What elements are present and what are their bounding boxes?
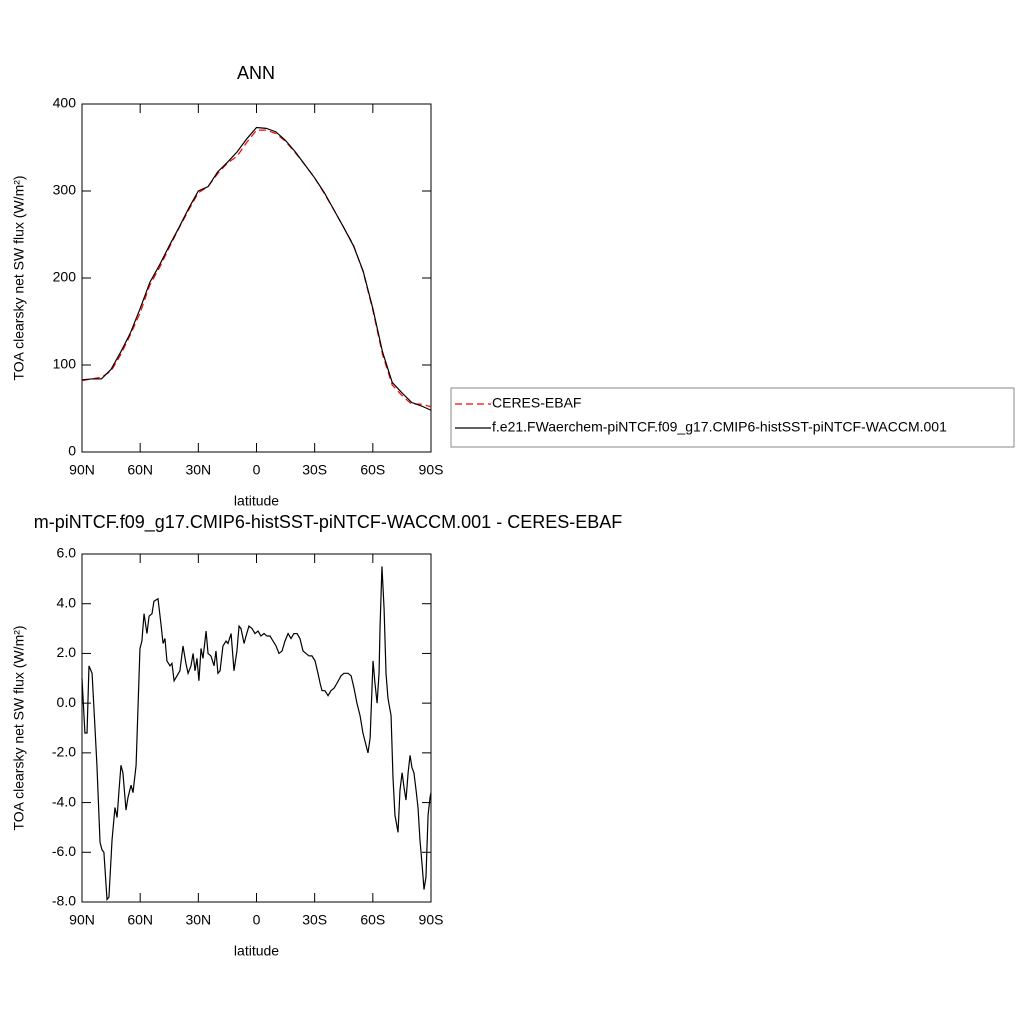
x-tick-label: 90N	[69, 462, 95, 478]
x-tick-label: 90S	[419, 462, 444, 478]
x-tick-label: 60S	[360, 912, 385, 928]
y-tick-label: -4.0	[52, 793, 76, 809]
y-tick-label: 0	[68, 443, 76, 459]
y-tick-label: -8.0	[52, 893, 76, 909]
x-tick-label: 90N	[69, 912, 95, 928]
y-tick-label: 300	[53, 182, 77, 198]
y-tick-label: -2.0	[52, 744, 76, 760]
x-axis-label: latitude	[234, 493, 279, 509]
x-tick-label: 60S	[360, 462, 385, 478]
x-tick-label: 60N	[127, 912, 153, 928]
plot-frame	[81, 553, 432, 903]
y-tick-label: 100	[53, 356, 77, 372]
series-line	[81, 566, 432, 902]
chart-title: ANN	[237, 63, 275, 83]
y-tick-label: -6.0	[52, 843, 76, 859]
series-line	[81, 126, 432, 411]
x-tick-label: 90S	[419, 912, 444, 928]
y-tick-label: 200	[53, 269, 77, 285]
y-tick-label: 400	[53, 95, 77, 111]
y-axis-label: TOA clearsky net SW flux (W/m²)	[11, 625, 27, 830]
y-tick-label: 4.0	[57, 594, 77, 610]
x-tick-label: 0	[253, 462, 261, 478]
x-tick-label: 0	[253, 912, 261, 928]
y-tick-label: 2.0	[57, 644, 77, 660]
y-axis-label: TOA clearsky net SW flux (W/m²)	[11, 175, 27, 380]
y-tick-label: 6.0	[57, 545, 77, 561]
x-tick-label: 60N	[127, 462, 153, 478]
legend-label: CERES-EBAF	[492, 395, 581, 411]
legend-label: f.e21.FWaerchem-piNTCF.f09_g17.CMIP6-his…	[492, 419, 947, 435]
x-tick-label: 30S	[302, 912, 327, 928]
x-tick-label: 30N	[185, 462, 211, 478]
legend-box	[450, 387, 1015, 448]
x-axis-label: latitude	[234, 943, 279, 959]
x-tick-label: 30S	[302, 462, 327, 478]
series-line	[81, 129, 432, 408]
x-tick-label: 30N	[185, 912, 211, 928]
chart-title: m-piNTCF.f09_g17.CMIP6-histSST-piNTCF-WA…	[34, 512, 622, 533]
plot-frame	[81, 103, 432, 453]
y-tick-label: 0.0	[57, 694, 77, 710]
